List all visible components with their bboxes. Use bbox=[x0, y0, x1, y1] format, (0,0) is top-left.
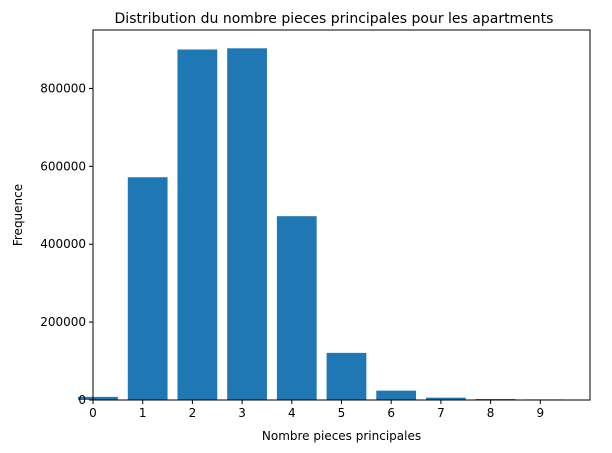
bar-5 bbox=[326, 352, 367, 400]
y-axis-label: Frequence bbox=[11, 184, 25, 246]
x-tick-label: 3 bbox=[238, 406, 246, 420]
x-tick-label: 5 bbox=[338, 406, 346, 420]
x-tick-label: 0 bbox=[89, 406, 97, 420]
x-tick-label: 6 bbox=[387, 406, 395, 420]
bar-4 bbox=[276, 216, 317, 400]
x-tick-label: 9 bbox=[536, 406, 544, 420]
chart-title: Distribution du nombre pieces principale… bbox=[115, 11, 554, 27]
x-axis-label: Nombre pieces principales bbox=[262, 429, 421, 443]
x-tick-label: 2 bbox=[189, 406, 197, 420]
bars-group bbox=[78, 48, 566, 400]
bar-7 bbox=[425, 397, 466, 400]
bar-2 bbox=[177, 49, 218, 400]
x-tick-label: 4 bbox=[288, 406, 296, 420]
plot-frame bbox=[92, 29, 591, 401]
y-tick-label: 0 bbox=[78, 393, 86, 407]
x-tick-label: 1 bbox=[139, 406, 147, 420]
x-axis-ticks: 0 1 2 3 4 5 6 7 8 9 bbox=[89, 400, 544, 420]
bar-6 bbox=[376, 390, 417, 400]
y-tick-label: 400000 bbox=[40, 237, 86, 251]
x-tick-label: 7 bbox=[437, 406, 445, 420]
x-tick-label: 8 bbox=[487, 406, 495, 420]
y-axis-ticks: 0 200000 400000 600000 800000 bbox=[40, 81, 93, 407]
bar-3 bbox=[227, 48, 267, 400]
y-tick-label: 600000 bbox=[40, 159, 86, 173]
y-tick-label: 200000 bbox=[40, 315, 86, 329]
y-tick-label: 800000 bbox=[40, 81, 86, 95]
bar-0 bbox=[78, 396, 118, 400]
bar-1 bbox=[127, 177, 168, 400]
